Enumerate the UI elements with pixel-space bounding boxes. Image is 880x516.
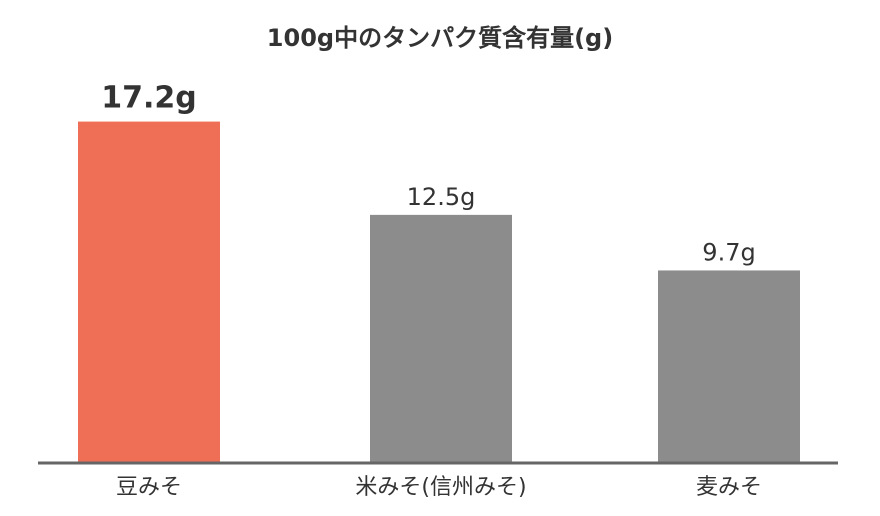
category-labels-group: 豆みそ 米みそ(信州みそ) 麦みそ xyxy=(116,475,762,500)
value-labels-group: 17.2g 12.5g 9.7g xyxy=(101,81,755,267)
bar-0 xyxy=(78,121,220,463)
category-label-0: 豆みそ xyxy=(116,475,182,500)
chart-title: 100g中のタンパク質含有量(g) xyxy=(267,24,613,52)
category-label-2: 麦みそ xyxy=(696,475,762,500)
bars-group xyxy=(78,121,800,463)
bar-1 xyxy=(370,214,512,463)
value-label-2: 9.7g xyxy=(702,238,755,266)
bar-2 xyxy=(658,270,800,463)
value-label-0: 17.2g xyxy=(101,81,197,116)
value-label-1: 12.5g xyxy=(407,183,476,211)
category-label-1: 米みそ(信州みそ) xyxy=(355,475,526,500)
